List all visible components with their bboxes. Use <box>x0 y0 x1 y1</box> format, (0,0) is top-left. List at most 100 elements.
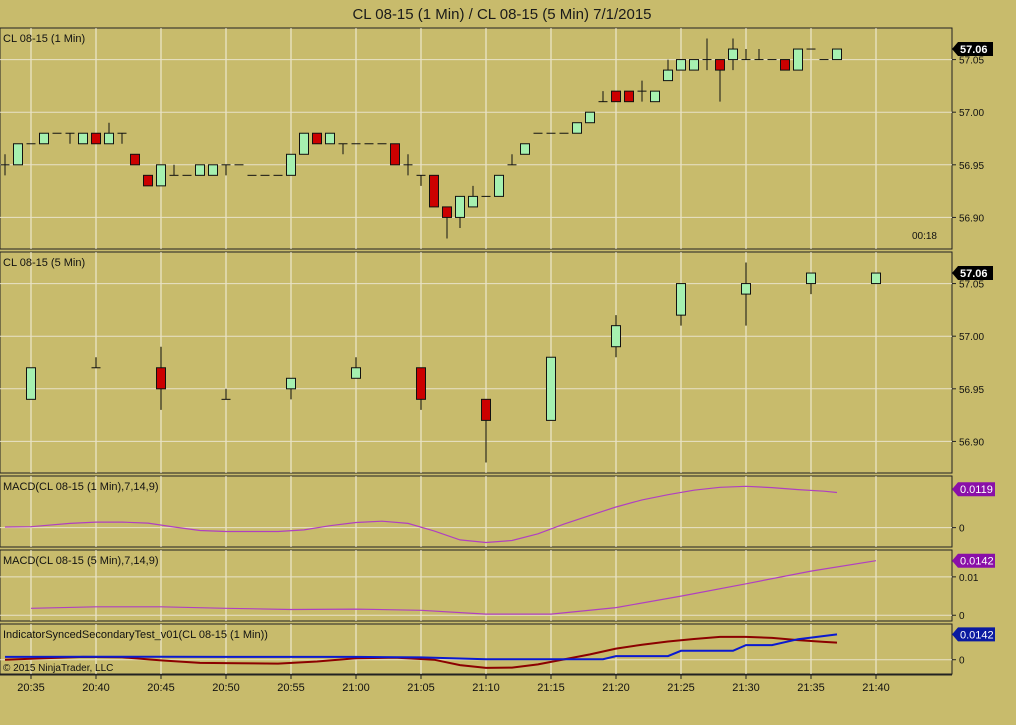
candle-body <box>871 272 881 285</box>
candle-body <box>325 132 335 145</box>
x-tick-label: 20:35 <box>17 682 45 694</box>
candle-body <box>286 377 296 390</box>
last-value-badge <box>952 553 995 568</box>
candle-body <box>195 164 205 176</box>
candle-body <box>156 367 166 390</box>
bar-timer: 00:18 <box>912 231 937 242</box>
candle-body <box>78 132 88 145</box>
last-value-badge <box>952 627 995 642</box>
panel-frame <box>0 475 953 548</box>
y-tick-label: 56.95 <box>959 161 984 172</box>
candle-body <box>143 174 153 187</box>
candle-body <box>442 206 452 218</box>
candle-body <box>663 69 673 82</box>
x-tick-label: 20:45 <box>147 682 175 694</box>
y-tick-label: 56.90 <box>959 213 984 224</box>
panel-label: CL 08-15 (1 Min) <box>3 33 85 45</box>
panel-frame <box>0 549 953 622</box>
candle-body <box>611 325 621 348</box>
last-price-label: 57.06 <box>960 44 988 56</box>
panel-label: MACD(CL 08-15 (5 Min),7,14,9) <box>3 555 158 567</box>
x-tick-label: 21:15 <box>537 682 565 694</box>
panel-label: CL 08-15 (5 Min) <box>3 257 85 269</box>
candle-body <box>806 272 816 285</box>
y-tick-label: 57.05 <box>959 56 984 67</box>
panel-label: IndicatorSyncedSecondaryTest_v01(CL 08-1… <box>3 629 268 641</box>
x-tick-label: 20:55 <box>277 682 305 694</box>
candle-body <box>832 48 842 61</box>
panel-label: MACD(CL 08-15 (1 Min),7,14,9) <box>3 481 158 493</box>
panel-frame <box>0 27 953 250</box>
indicator-line <box>4 633 838 661</box>
last-value-label: 0.0119 <box>960 484 993 496</box>
candle-body <box>351 367 361 379</box>
candle-body <box>650 90 660 103</box>
candle-body <box>715 59 725 71</box>
panel-1: 57.05 57.00 56.95 56.90 CL 08-15 (1 Min) 00:1… <box>0 27 993 250</box>
y-tick-label: 0.01 <box>959 573 979 584</box>
y-tick-label: 56.95 <box>959 385 984 396</box>
panels-layer: 57.05 57.00 56.95 56.90 CL 08-15 (1 Min) 00:1… <box>0 27 995 675</box>
x-tick-label: 21:00 <box>342 682 370 694</box>
y-tick-label: 56.90 <box>959 437 984 448</box>
candle-body <box>546 356 556 421</box>
candle-body <box>676 283 686 316</box>
candle-body <box>585 111 595 124</box>
x-tick-label: 21:25 <box>667 682 695 694</box>
x-tick-label: 21:30 <box>732 682 760 694</box>
last-value-label: 0.0142 <box>960 556 994 568</box>
panel-4: 0.01 0 MACD(CL 08-15 (5 Min),7,14,9) 0.0142 <box>0 549 995 622</box>
y-tick-label: 57.05 <box>959 280 984 291</box>
x-tick-label: 21:35 <box>797 682 825 694</box>
candle-body <box>494 174 504 197</box>
indicator-line <box>4 635 838 669</box>
indicator-line <box>30 560 877 615</box>
panel-frame <box>0 623 953 675</box>
candle-body <box>390 143 400 166</box>
candle-body <box>741 283 751 295</box>
candle-body <box>455 195 465 218</box>
last-value-label: 0.0142 <box>960 629 994 641</box>
last-price-badge <box>952 42 993 57</box>
candle-body <box>689 59 699 71</box>
x-tick-label: 20:50 <box>212 682 240 694</box>
candle-body <box>611 90 621 103</box>
y-tick-label: 0 <box>959 656 965 667</box>
candle-body <box>130 153 140 166</box>
panel-3: 0 MACD(CL 08-15 (1 Min),7,14,9) 0.0119 <box>0 475 995 548</box>
candle-body <box>520 143 530 155</box>
candle-body <box>468 195 478 208</box>
candle-body <box>299 132 309 155</box>
y-tick-label: 0 <box>959 524 965 535</box>
x-tick-label: 21:05 <box>407 682 435 694</box>
candle-body <box>728 48 738 61</box>
x-tick-label: 21:10 <box>472 682 500 694</box>
candle-body <box>39 132 49 145</box>
candle-body <box>156 164 166 187</box>
x-tick-label: 20:40 <box>82 682 110 694</box>
candle-body <box>286 153 296 176</box>
candle-body <box>676 59 686 71</box>
panel-frame <box>0 251 953 474</box>
candle-body <box>104 132 114 145</box>
candle-body <box>481 398 491 421</box>
last-price-badge <box>952 266 993 281</box>
candle-body <box>416 367 426 400</box>
panel-5: 0 IndicatorSyncedSecondaryTest_v01(CL 08-… <box>0 623 995 675</box>
y-tick-label: 57.00 <box>959 108 984 119</box>
last-price-label: 57.06 <box>960 268 988 280</box>
candle-body <box>572 122 582 134</box>
candle-body <box>624 90 634 103</box>
x-tick-label: 21:20 <box>602 682 630 694</box>
candle-body <box>793 48 803 71</box>
candle-body <box>208 164 218 176</box>
x-axis: 20:35 20:40 20:45 20:50 20:55 21:00 21:05 21:10… <box>0 674 952 694</box>
last-value-badge <box>952 482 995 497</box>
copyright-text: © 2015 NinjaTrader, LLC <box>3 663 113 674</box>
candle-body <box>429 174 439 208</box>
y-tick-label: 57.00 <box>959 332 984 343</box>
candle-body <box>26 367 36 400</box>
candle-body <box>312 132 322 145</box>
